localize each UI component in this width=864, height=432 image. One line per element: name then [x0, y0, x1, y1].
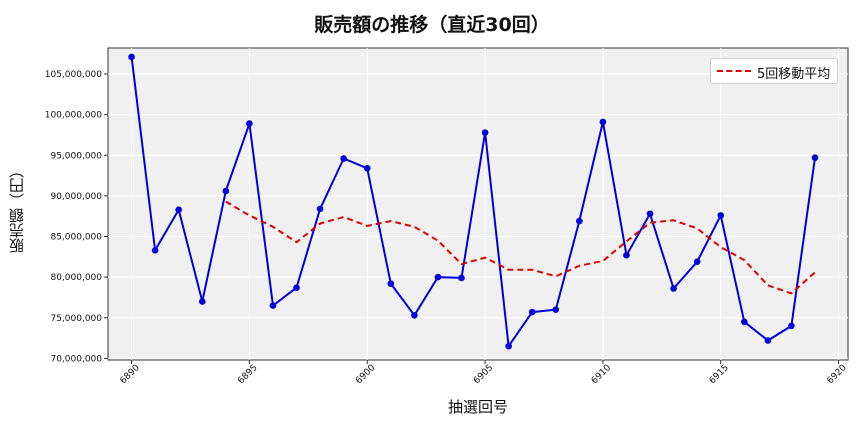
sales-point	[246, 120, 253, 127]
x-tick-label: 6905	[472, 363, 495, 386]
moving-average-line	[225, 200, 816, 295]
sales-point	[198, 298, 206, 305]
y-axis-label: 販売額（円）	[8, 163, 26, 253]
legend-dash-marker	[717, 70, 751, 72]
x-axis-label: 抽選回号	[447, 398, 508, 416]
sales-point	[811, 154, 819, 161]
y-tick-label: 70,000,000	[50, 354, 102, 364]
y-tick-label: 100,000,000	[45, 111, 103, 121]
sales-point	[458, 274, 465, 282]
sales-point	[363, 164, 371, 172]
y-tick-label: 105,000,000	[45, 70, 103, 80]
sales-point	[293, 284, 300, 291]
sales-point	[269, 302, 277, 309]
sales-point	[788, 322, 795, 330]
sales-point	[481, 129, 489, 136]
sales-point	[411, 312, 418, 319]
y-tick-label: 95,000,000	[50, 151, 102, 161]
y-tick-label: 75,000,000	[50, 314, 102, 324]
plot-area	[107, 47, 849, 361]
sales-point	[576, 217, 583, 225]
legend: 5回移動平均	[710, 58, 838, 84]
sales-point	[717, 212, 725, 219]
x-tick-label: 6915	[708, 363, 731, 386]
sales-point	[599, 118, 607, 126]
x-tick-label: 6910	[590, 363, 613, 386]
legend-label-moving-average: 5回移動平均	[757, 67, 831, 82]
sales-point	[151, 247, 159, 254]
sales-point	[528, 308, 536, 316]
y-tick-label: 80,000,000	[50, 273, 102, 283]
sales-point	[222, 187, 230, 195]
sales-point	[387, 280, 395, 287]
x-tick-label: 6890	[119, 363, 142, 386]
sales-point	[552, 306, 560, 313]
sales-point	[340, 155, 347, 162]
chart-title: 販売額の推移（直近30回）	[314, 14, 550, 36]
sales-point	[505, 342, 512, 350]
sales-point	[764, 337, 772, 344]
x-tick-label: 6895	[236, 363, 259, 386]
sales-point	[646, 210, 654, 218]
sales-point	[741, 318, 748, 326]
sales-point	[175, 206, 183, 213]
sales-line	[130, 56, 816, 348]
sales-point	[693, 258, 701, 265]
sales-point	[316, 205, 324, 213]
series-layer	[128, 53, 819, 350]
sales-point	[623, 251, 630, 259]
y-tick-label: 90,000,000	[50, 192, 102, 202]
sales-point	[670, 285, 677, 292]
y-tick-label: 85,000,000	[50, 233, 102, 243]
sales-point	[434, 273, 442, 281]
x-tick-label: 6920	[826, 363, 849, 386]
grid	[108, 48, 848, 360]
sales-point	[128, 53, 135, 61]
x-tick-label: 6900	[354, 363, 377, 386]
